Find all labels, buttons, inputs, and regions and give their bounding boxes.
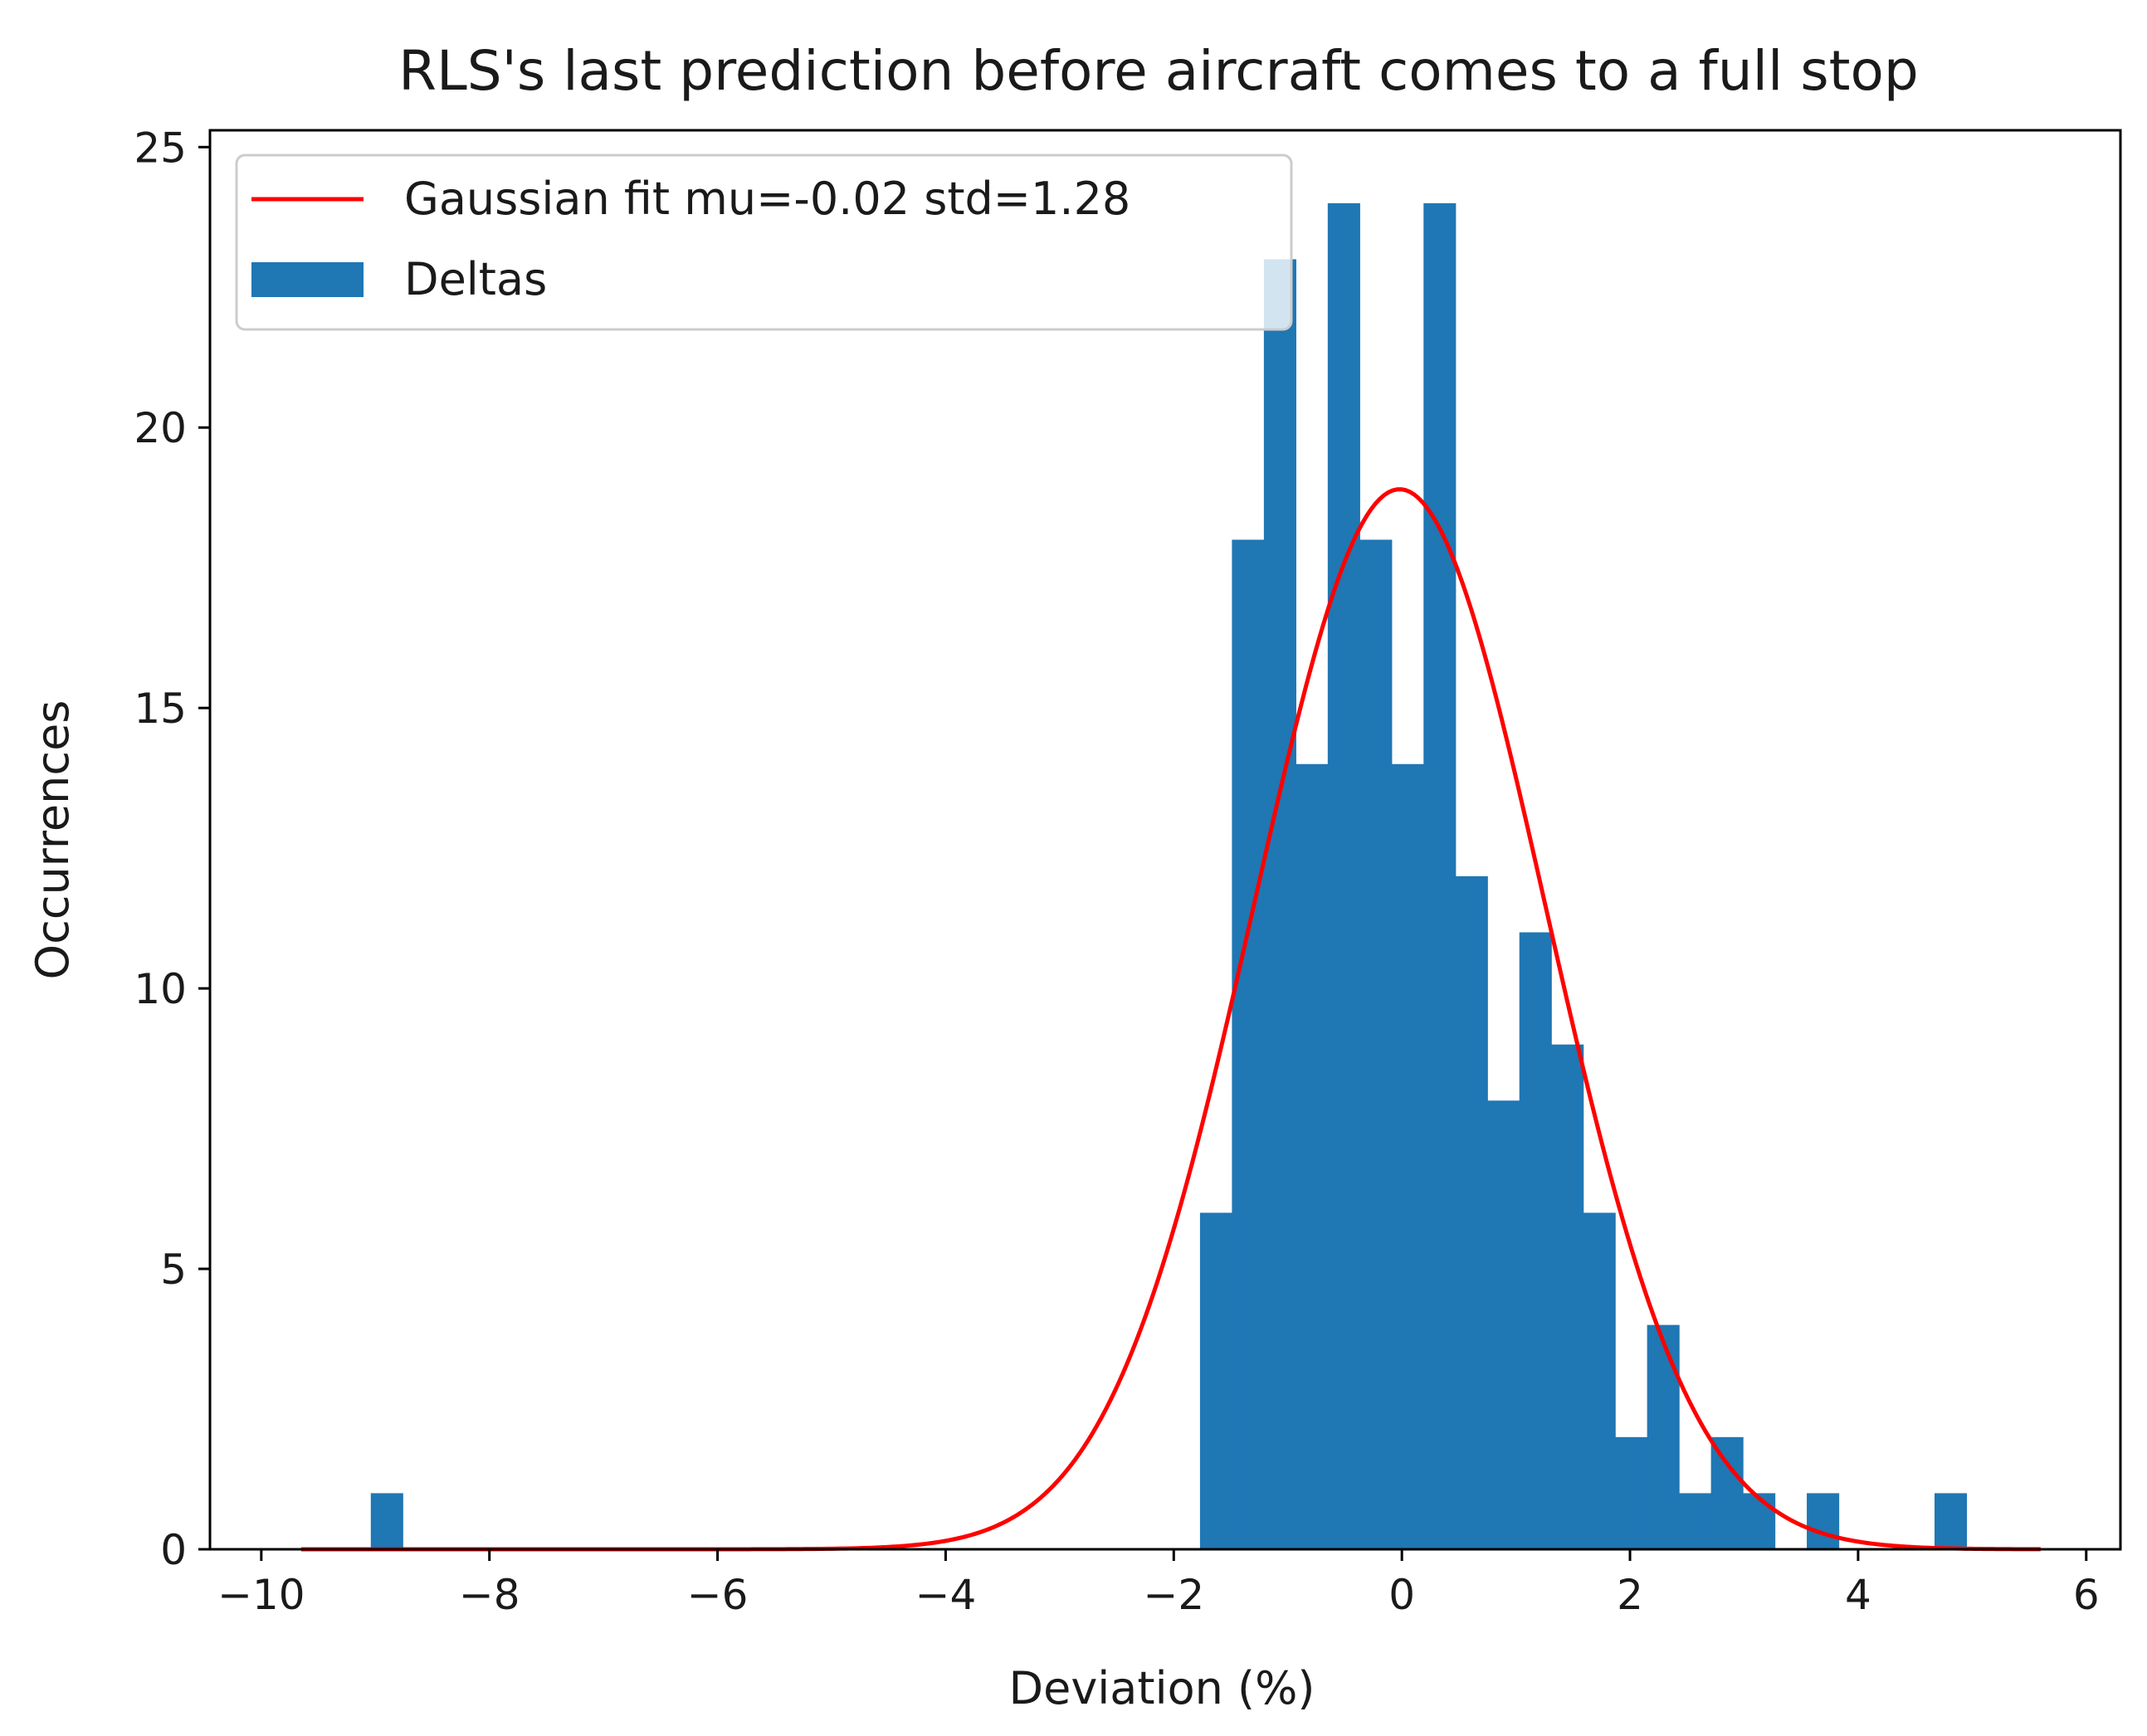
histogram-bar-1 (1199, 1212, 1232, 1549)
histogram-bar-0 (370, 1493, 403, 1549)
histogram-bar-12 (1551, 1044, 1584, 1549)
histogram-bar-3 (1263, 259, 1296, 1550)
x-axis: −10 −8 −6 −4 −2 0 2 4 6 (217, 1549, 2100, 1619)
y-tick-label-5: 25 (134, 124, 187, 172)
y-axis: 0 5 10 15 20 25 (134, 124, 210, 1574)
y-tick-label-4: 20 (134, 404, 187, 452)
x-tick-label-8: 6 (2073, 1571, 2100, 1619)
histogram-bar-11 (1519, 932, 1552, 1549)
y-tick-label-2: 10 (134, 965, 187, 1013)
legend: Gaussian fit mu=-0.02 std=1.28 Deltas (235, 154, 1293, 331)
gaussian-fit-line (300, 487, 2041, 1552)
histogram-bar-13 (1583, 1212, 1616, 1549)
histogram-bar-17 (1710, 1436, 1744, 1549)
chart-title: RLS's last prediction before aircraft co… (398, 39, 1919, 103)
histogram-bar-20 (1934, 1493, 1968, 1549)
gaussian-fit-group (300, 487, 2041, 1552)
y-tick-label-1: 5 (160, 1246, 187, 1294)
histogram-bar-10 (1487, 1100, 1520, 1549)
x-tick-label-5: 0 (1388, 1571, 1415, 1619)
x-tick-label-3: −4 (915, 1571, 977, 1619)
histogram-bar-5 (1327, 202, 1360, 1549)
x-tick-label-2: −6 (687, 1571, 749, 1619)
legend-box (235, 154, 1293, 331)
x-tick-label-0: −10 (217, 1571, 305, 1619)
x-tick-label-4: −2 (1143, 1571, 1204, 1619)
legend-patch-swatch (251, 262, 364, 297)
y-axis-label: Occurrences (27, 700, 79, 980)
x-axis-label: Deviation (%) (1009, 1662, 1315, 1714)
histogram-bars (370, 202, 1968, 1550)
histogram-bar-2 (1232, 539, 1265, 1549)
histogram-bar-15 (1647, 1324, 1680, 1549)
histogram-bar-9 (1455, 875, 1488, 1549)
y-tick-label-3: 15 (134, 685, 187, 733)
histogram-bar-18 (1743, 1493, 1776, 1549)
y-tick-label-0: 0 (160, 1526, 187, 1574)
histogram-bar-4 (1296, 763, 1329, 1549)
x-tick-label-7: 4 (1845, 1571, 1871, 1619)
histogram-bar-14 (1615, 1436, 1648, 1549)
histogram-bar-16 (1679, 1493, 1712, 1549)
legend-label-gaussian: Gaussian fit mu=-0.02 std=1.28 (404, 173, 1130, 225)
legend-label-deltas: Deltas (404, 253, 547, 305)
histogram-bar-6 (1359, 539, 1393, 1549)
x-tick-label-6: 2 (1617, 1571, 1643, 1619)
histogram-bar-19 (1807, 1493, 1840, 1549)
plot-frame (208, 129, 2122, 1551)
histogram-bar-8 (1423, 202, 1457, 1549)
histogram-bar-7 (1391, 763, 1424, 1549)
x-tick-label-1: −8 (459, 1571, 520, 1619)
